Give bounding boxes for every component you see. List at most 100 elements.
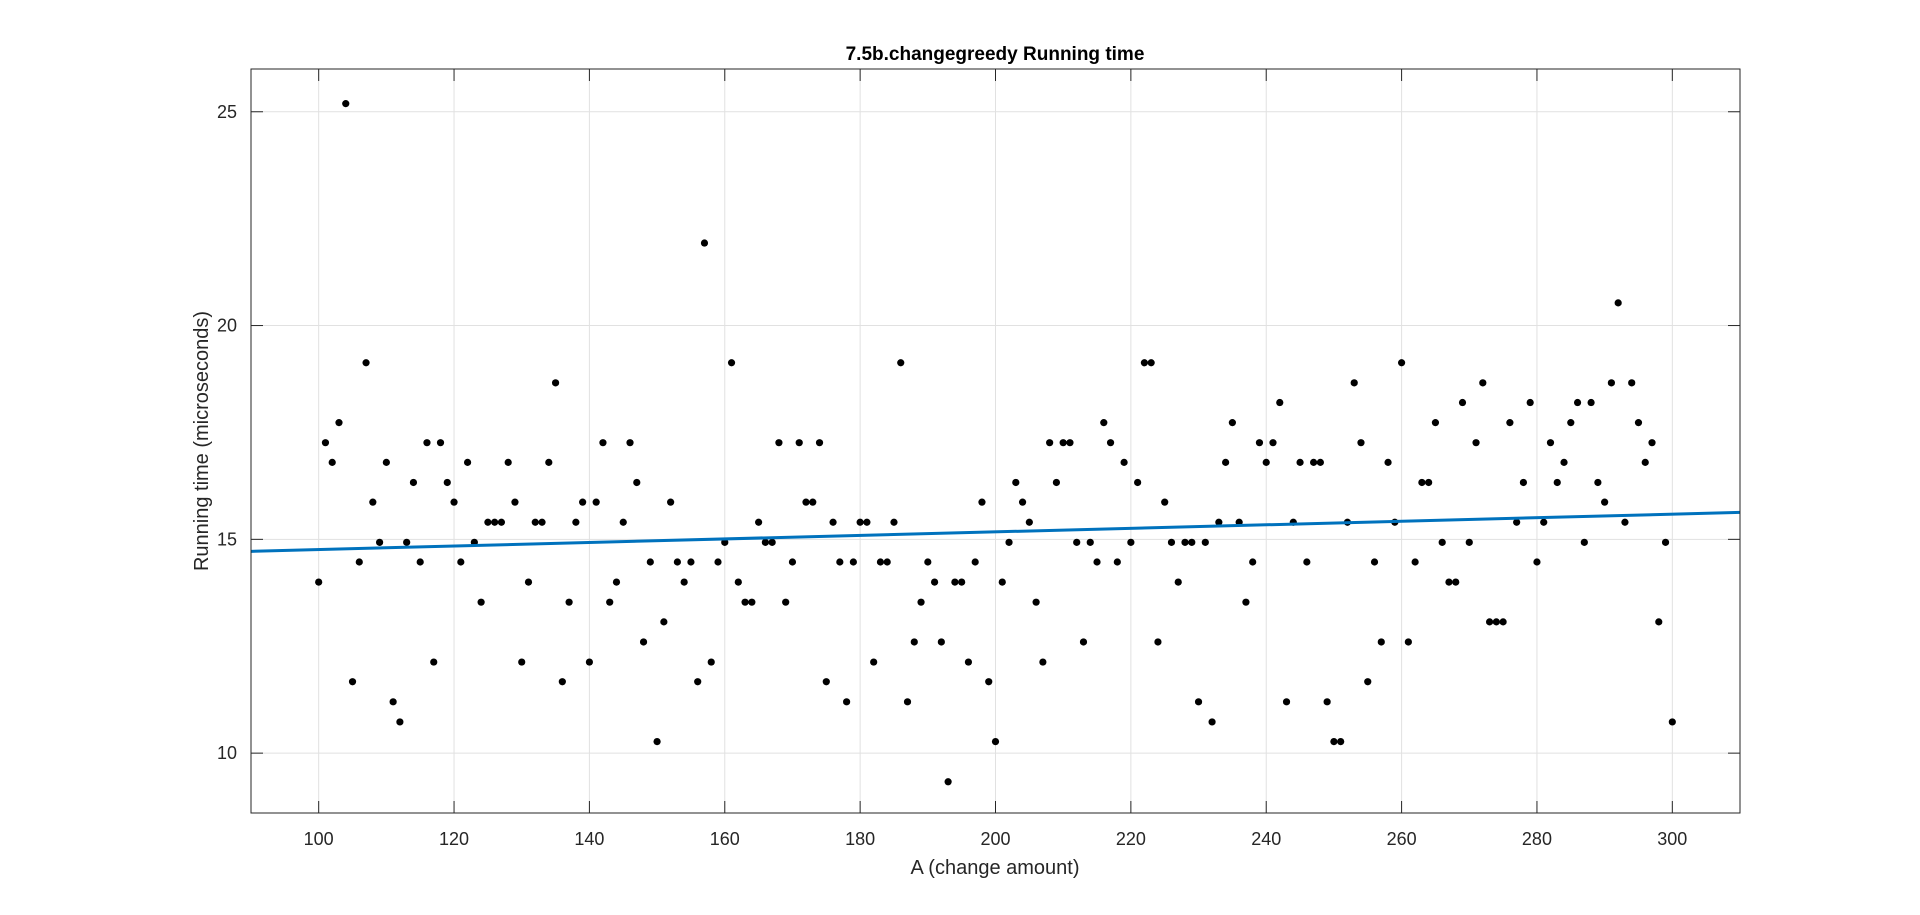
x-tick-label: 140 [574, 829, 604, 849]
data-point [409, 478, 418, 487]
grid-lines [251, 69, 1740, 813]
data-point [612, 578, 621, 586]
data-point [727, 359, 736, 367]
data-point [734, 578, 742, 586]
data-point [1018, 498, 1027, 506]
data-point [572, 518, 580, 526]
x-tick-label: 300 [1657, 829, 1687, 849]
data-point [1208, 718, 1216, 726]
data-point [1364, 678, 1372, 686]
x-axis-label: A (change amount) [911, 857, 1080, 879]
data-point [1269, 439, 1277, 447]
tick-labels: 100 120 140 160 180 200 220 240 260 280 300 10 15 20 2… [217, 102, 1687, 849]
data-point [1411, 558, 1419, 566]
data-point [944, 778, 952, 786]
data-point [910, 638, 918, 646]
data-point [1485, 618, 1494, 626]
data-point [1668, 718, 1676, 726]
data-point [443, 478, 451, 487]
data-point [1005, 538, 1013, 546]
data-point [924, 558, 932, 566]
data-point [1404, 638, 1412, 646]
data-point [1323, 698, 1331, 706]
data-point [937, 638, 945, 646]
data-points [315, 100, 1676, 786]
data-point [1242, 598, 1250, 606]
data-point [477, 598, 485, 606]
data-point [1127, 538, 1135, 546]
data-point [775, 439, 783, 447]
data-point [802, 498, 810, 506]
data-point [1614, 299, 1622, 307]
data-point [606, 598, 614, 606]
data-point [1641, 458, 1649, 466]
y-tick-label: 25 [217, 102, 237, 122]
y-axis-label: Running time (microseconds) [191, 311, 213, 571]
x-tick-label: 120 [439, 829, 469, 849]
data-point [538, 518, 546, 526]
data-point [1262, 458, 1270, 466]
data-point [1194, 698, 1203, 706]
data-point [755, 518, 763, 526]
data-point [836, 558, 844, 566]
data-point [876, 558, 885, 566]
chart-title: 7.5b.changegreedy Running time [846, 44, 1145, 65]
data-point [883, 558, 891, 566]
x-tick-label: 260 [1387, 829, 1417, 849]
data-point [558, 678, 566, 686]
data-point [633, 478, 641, 487]
data-point [748, 598, 756, 606]
trend-line [250, 510, 1741, 553]
data-point [1648, 439, 1656, 447]
data-point [1472, 439, 1480, 447]
data-point [863, 518, 871, 526]
data-point [1425, 478, 1433, 487]
plot-frame [250, 68, 1741, 814]
data-point [1438, 538, 1446, 546]
data-point [1337, 737, 1345, 746]
data-point [565, 598, 573, 606]
data-point [1587, 398, 1595, 407]
data-point [545, 458, 553, 466]
data-point [768, 538, 776, 546]
data-point [1370, 558, 1379, 566]
data-point [321, 439, 330, 447]
data-point [1174, 578, 1182, 586]
data-point [1113, 558, 1121, 566]
data-point [1634, 419, 1643, 427]
x-tick-label: 200 [980, 829, 1010, 849]
data-point [335, 419, 343, 427]
data-point [1039, 658, 1047, 666]
data-point [1073, 538, 1081, 546]
data-point [1066, 439, 1074, 447]
x-tick-label: 240 [1251, 829, 1281, 849]
data-point [362, 359, 370, 367]
y-tick-label: 10 [217, 743, 237, 763]
data-point [551, 379, 560, 387]
data-point [1377, 638, 1385, 646]
data-point [930, 578, 939, 586]
data-point [1479, 379, 1487, 387]
data-point [585, 658, 594, 666]
data-point [978, 498, 986, 506]
data-point [971, 558, 979, 566]
data-point [680, 578, 688, 586]
data-point [369, 498, 377, 506]
x-tick-label: 280 [1522, 829, 1552, 849]
data-point [903, 698, 912, 706]
data-point [1567, 419, 1575, 427]
data-point [1519, 478, 1528, 487]
data-point [1458, 398, 1467, 407]
data-point [626, 439, 634, 447]
data-point [1167, 538, 1176, 546]
data-point [700, 239, 709, 247]
data-point [1181, 538, 1189, 546]
data-point [687, 558, 695, 566]
data-point [998, 578, 1006, 586]
data-point [1594, 478, 1602, 487]
data-point [1560, 458, 1568, 466]
data-point [1276, 398, 1284, 407]
data-point [1134, 478, 1142, 487]
data-point [1601, 498, 1609, 506]
